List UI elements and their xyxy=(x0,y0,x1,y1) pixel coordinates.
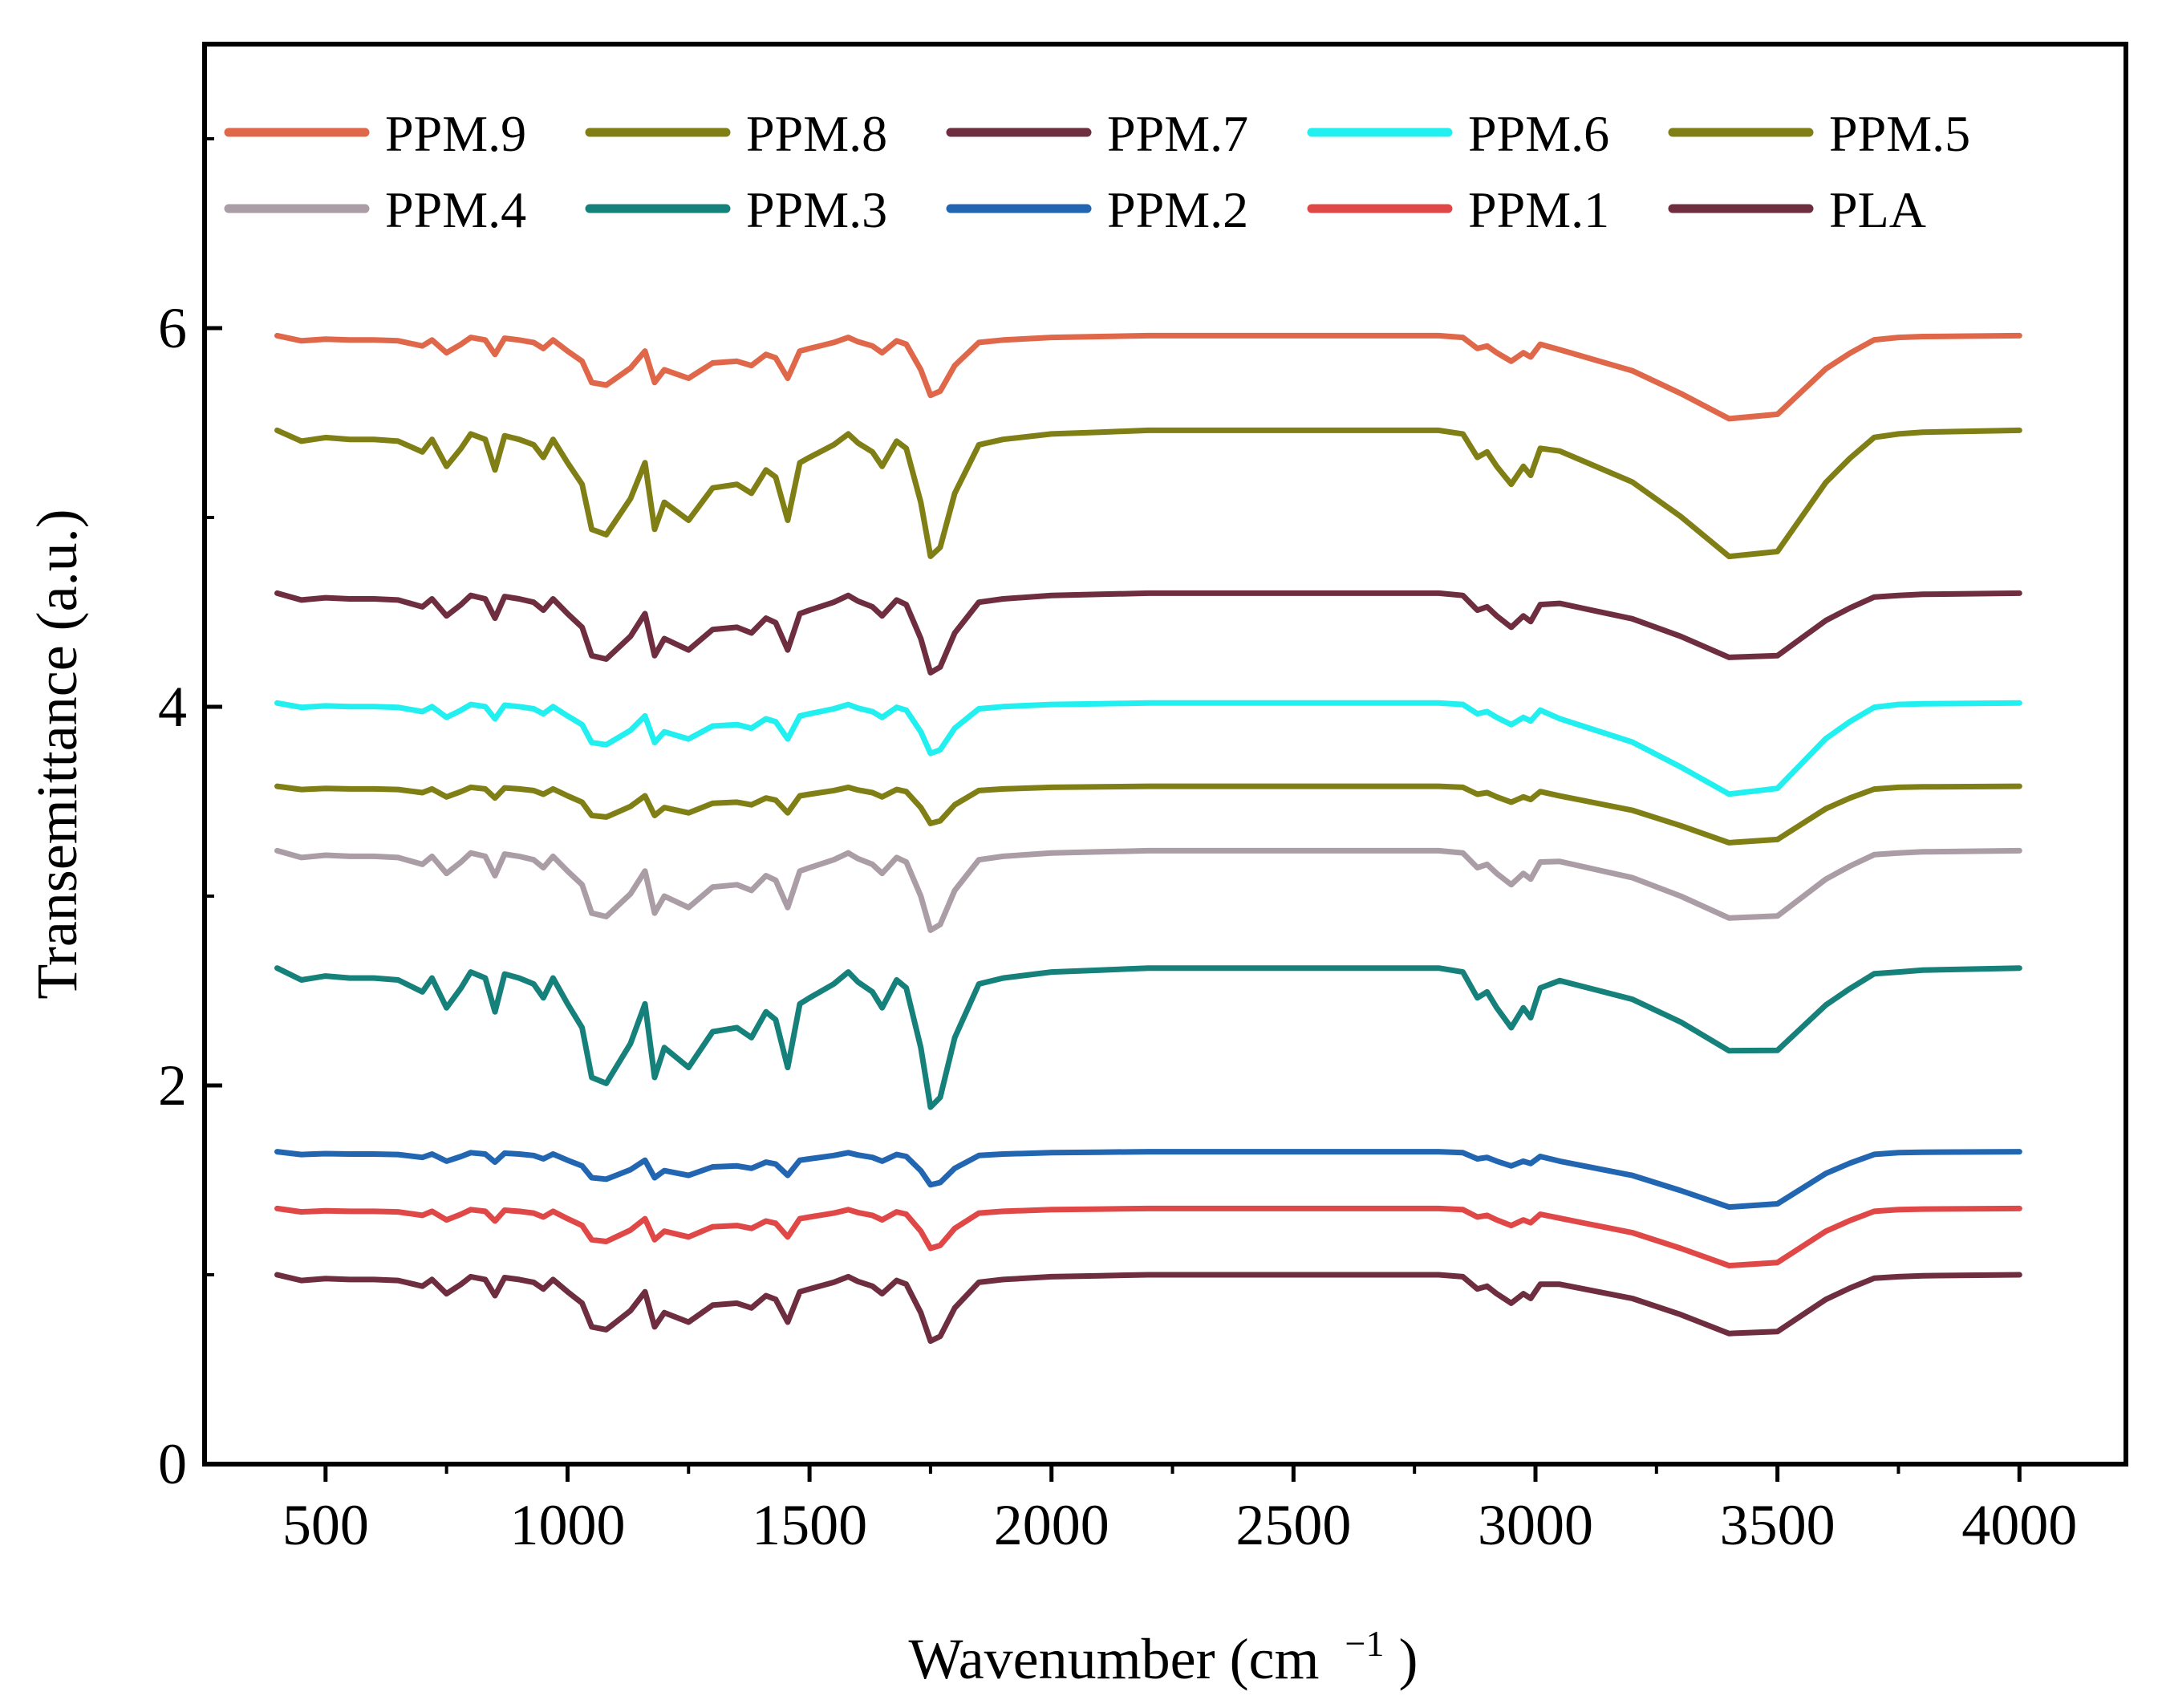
series-line-pla xyxy=(274,1272,2022,1345)
legend-item-ppm-4: PPM.4 xyxy=(224,181,526,238)
series-line-ppm-8 xyxy=(274,427,2022,560)
x-tick-label: 500 xyxy=(282,1493,369,1557)
series-line-ppm-5 xyxy=(274,783,2022,846)
x-tick-label: 4000 xyxy=(1961,1493,2077,1557)
legend-item-ppm-9: PPM.9 xyxy=(224,105,526,162)
legend-label: PPM.7 xyxy=(1107,105,1248,162)
series-line-ppm-1 xyxy=(274,1205,2022,1269)
legend-item-ppm-3: PPM.3 xyxy=(585,181,887,238)
legend-label: PPM.9 xyxy=(385,105,526,162)
y-tick-label: 2 xyxy=(158,1053,187,1118)
series-layer xyxy=(274,332,2022,1345)
y-tick-label: 6 xyxy=(158,296,187,360)
legend-label: PPM.2 xyxy=(1107,181,1248,238)
legend-label: PPM.5 xyxy=(1829,105,1970,162)
series-line-ppm-3 xyxy=(274,965,2022,1110)
series-line-ppm-4 xyxy=(274,847,2022,933)
legend-label: PPM.4 xyxy=(385,181,526,238)
legend-item-ppm-6: PPM.6 xyxy=(1307,105,1609,162)
y-tick-label: 4 xyxy=(158,675,187,739)
legend-item-ppm-5: PPM.5 xyxy=(1668,105,1970,162)
series-line-ppm-9 xyxy=(274,332,2022,422)
legend-label: PPM.3 xyxy=(746,181,887,238)
legend-item-ppm-7: PPM.7 xyxy=(946,105,1248,162)
legend: PPM.9 PPM.8 PPM.7 PPM.6 PPM.5 PPM.4 PPM.3 PPM.2… xyxy=(224,105,1970,238)
x-tick-label: 2000 xyxy=(994,1493,1109,1557)
legend-label: PPM.8 xyxy=(746,105,887,162)
x-tick-label: 1500 xyxy=(752,1493,867,1557)
legend-item-ppm-2: PPM.2 xyxy=(946,181,1248,238)
y-axis-label: Transemittance (a.u.) xyxy=(25,509,89,999)
x-tick-label: 2500 xyxy=(1235,1493,1351,1557)
x-tick-label: 3000 xyxy=(1478,1493,1593,1557)
legend-item-ppm-8: PPM.8 xyxy=(585,105,887,162)
legend-item-ppm-1: PPM.1 xyxy=(1307,181,1609,238)
series-line-ppm-2 xyxy=(274,1149,2022,1211)
series-line-ppm-7 xyxy=(274,590,2022,675)
series-line-ppm-6 xyxy=(274,700,2022,797)
y-tick-label: 0 xyxy=(158,1432,187,1496)
plot-frame xyxy=(202,42,2128,1467)
x-tick-label: 1000 xyxy=(509,1493,625,1557)
legend-label: PLA xyxy=(1829,181,1926,238)
legend-label: PPM.1 xyxy=(1468,181,1609,238)
x-axis-label: Wavenumber (cm −1 ) xyxy=(909,1605,1418,1691)
x-tick-label: 3500 xyxy=(1720,1493,1836,1557)
legend-item-pla: PLA xyxy=(1668,181,1926,238)
y-axis-ticks: 0 2 4 6 xyxy=(158,137,222,1496)
x-axis-ticks: 500 1000 1500 2000 2500 3000 3500 4000 xyxy=(282,1464,2077,1557)
legend-label: PPM.6 xyxy=(1468,105,1609,162)
